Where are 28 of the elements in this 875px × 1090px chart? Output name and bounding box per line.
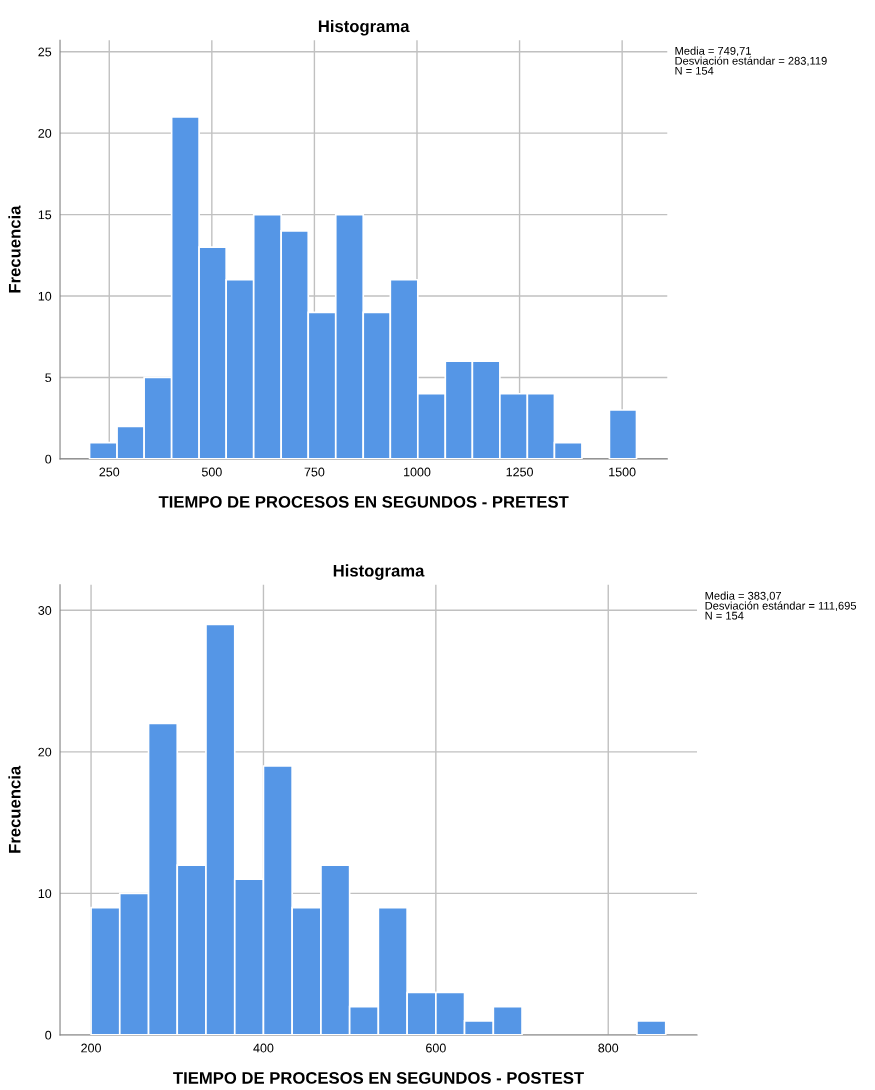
x-tick-label: 750 (304, 467, 325, 477)
x-tick-label: 600 (426, 1043, 446, 1053)
x-axis-title: TIEMPO DE PROCESOS EN SEGUNDOS - PRETEST (158, 495, 569, 508)
x-tick-label: 250 (99, 467, 120, 477)
y-tick-label: 15 (38, 210, 52, 220)
x-tick-label: 1250 (506, 467, 533, 477)
x-tick-label: 800 (598, 1043, 619, 1053)
x-axis-title: TIEMPO DE PROCESOS EN SEGUNDOS - POSTEST (173, 1072, 584, 1084)
x-tick-label: 1000 (404, 467, 431, 477)
chart-title: Histograma (318, 19, 410, 36)
text: Media = 383,07 Desviación estándar = 111,695 N = 154 (705, 591, 857, 620)
y-tick-label: 10 (38, 889, 52, 899)
x-tick-label: 400 (253, 1043, 274, 1053)
y-tick-label: 25 (38, 47, 52, 57)
y-tick-label: 30 (38, 606, 52, 615)
x-tick-label: 1500 (609, 467, 636, 477)
x-tick-label: 200 (81, 1043, 101, 1053)
x-tick-label: 500 (201, 467, 222, 477)
y-tick-label: 20 (38, 747, 52, 757)
y-tick-label: 0 (45, 454, 52, 464)
chart-title: Histograma (333, 564, 425, 580)
y-tick-label: 0 (45, 1030, 52, 1040)
y-axis-title: Frecuencia (8, 205, 21, 293)
y-tick-label: 5 (45, 373, 52, 383)
y-tick-label: 10 (38, 291, 52, 301)
text: Media = 749,71 Desviación estándar = 283,119 N = 154 (675, 46, 827, 75)
y-axis-title: Frecuencia (8, 765, 21, 853)
y-tick-label: 20 (38, 128, 52, 138)
